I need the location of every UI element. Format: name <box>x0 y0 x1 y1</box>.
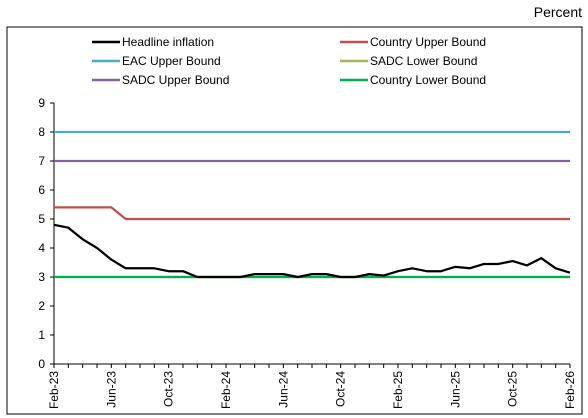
y-tick-label: 9 <box>38 96 45 110</box>
x-tick-label: Oct-23 <box>162 371 176 407</box>
x-tick-label: Feb-24 <box>219 371 233 409</box>
x-tick-label: Oct-24 <box>334 371 348 407</box>
y-axis: 0 1 2 3 4 5 6 7 8 9 <box>38 96 54 371</box>
x-tick-label: Oct-25 <box>506 371 520 407</box>
y-tick-label: 3 <box>38 270 45 284</box>
y-tick-label: 0 <box>38 357 45 371</box>
axes <box>53 103 570 365</box>
chart-frame <box>6 26 583 415</box>
legend-label: SADC Upper Bound <box>122 73 229 87</box>
x-axis: Feb-23 Jun-23 Oct-23 Feb-24 Jun-24 Oct-24 Feb-… <box>47 364 577 409</box>
legend-label: EAC Upper Bound <box>122 54 221 68</box>
legend-label: Headline inflation <box>122 35 214 49</box>
y-tick-label: 7 <box>38 154 45 168</box>
x-tick-label: Jun-25 <box>448 371 462 408</box>
x-tick-label: Feb-26 <box>563 371 577 409</box>
y-tick-label: 4 <box>38 241 45 255</box>
unit-label: Percent <box>534 4 582 20</box>
x-tick-label: Jun-24 <box>276 371 290 408</box>
y-tick-label: 2 <box>38 299 45 313</box>
legend-label: Country Upper Bound <box>370 35 486 49</box>
series-line-headline-inflation <box>53 223 571 279</box>
y-tick-label: 1 <box>38 328 45 342</box>
y-tick-label: 8 <box>38 125 45 139</box>
legend: Headline inflation Country Upper Bound EAC… <box>92 35 486 87</box>
y-tick-label: 6 <box>38 183 45 197</box>
legend-label: SADC Lower Bound <box>370 54 477 68</box>
x-tick-label: Feb-25 <box>391 371 405 409</box>
series-line-country-upper-bound <box>54 206 570 221</box>
series-lines <box>53 130 571 279</box>
y-tick-label: 5 <box>38 212 45 226</box>
x-tick-label: Jun-23 <box>104 371 118 408</box>
legend-label: Country Lower Bound <box>370 73 486 87</box>
x-tick-label: Feb-23 <box>47 371 61 409</box>
